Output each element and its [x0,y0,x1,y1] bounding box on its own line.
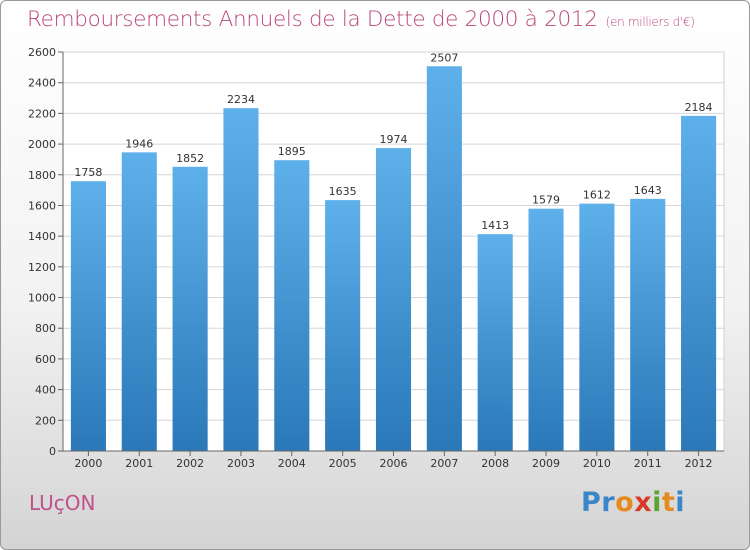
bars: 1758 1946 1852 2234 1895 1635 1974 2507 1413 1579… [70,51,717,452]
logo-letter: i [675,487,686,518]
logo-letter: t [661,487,676,518]
x-tick-label: 2010 [583,457,611,470]
logo-letter: o [615,487,635,518]
y-axis: 0 200 400 600 800 1000 1200 1400 1600 1800 2000 220… [28,46,64,458]
y-tick-label: 2400 [28,77,56,90]
y-tick-label: 2000 [28,138,56,151]
x-tick-label: 2001 [125,457,153,470]
commune-name: LUçON [29,491,96,515]
data-label: 2507 [430,51,458,64]
logo-letter: r [601,487,616,518]
y-tick-label: 800 [35,322,56,335]
data-label: 1413 [481,219,509,232]
x-axis: 2000 2001 2002 2003 2004 2005 2006 2007 2008 2009… [63,450,724,470]
x-tick-label: 2000 [74,457,102,470]
y-tick-label: 400 [35,384,56,397]
data-label: 1579 [532,194,560,207]
bar [579,203,615,451]
data-label: 1758 [74,166,102,179]
proxiti-logo: Proxiti [581,487,685,518]
data-label: 1643 [634,184,662,197]
y-tick-label: 1600 [28,199,56,212]
data-label: 2184 [685,101,713,114]
x-tick-label: 2002 [176,457,204,470]
data-label: 2234 [227,93,255,106]
bar [681,115,717,451]
y-tick-label: 0 [49,445,56,458]
logo-letter: P [581,487,602,518]
y-tick-label: 200 [35,414,56,427]
x-tick-label: 2005 [329,457,357,470]
chart-title-text: Remboursements Annuels de la Dette de 20… [27,7,598,32]
bar [223,108,259,451]
x-tick-label: 2004 [278,457,306,470]
y-tick-label: 1800 [28,169,56,182]
chart-unit: (en milliers d'€) [605,15,695,29]
bar [630,198,666,451]
x-tick-label: 2006 [380,457,408,470]
chart-title: Remboursements Annuels de la Dette de 20… [27,7,695,32]
data-label: 1852 [176,152,204,165]
x-tick-label: 2007 [430,457,458,470]
y-tick-label: 1200 [28,261,56,274]
y-tick-label: 2200 [28,107,56,120]
x-tick-label: 2003 [227,457,255,470]
bar [375,148,412,451]
bar [172,166,208,451]
data-label: 1895 [278,145,306,158]
y-tick-label: 2600 [28,46,56,59]
bar [528,208,564,451]
data-label: 1635 [329,185,357,198]
data-label: 1974 [380,133,408,146]
y-tick-label: 1000 [28,292,56,305]
x-tick-label: 2009 [532,457,560,470]
x-tick-label: 2011 [634,457,662,470]
x-tick-label: 2008 [481,457,509,470]
bar [477,234,513,451]
y-tick-label: 600 [35,353,56,366]
bar [121,152,157,452]
bar [325,200,361,451]
data-label: 1612 [583,189,611,202]
logo-letter: x [634,487,653,518]
x-tick-label: 2012 [685,457,713,470]
data-label: 1946 [125,137,153,150]
bar [274,160,310,452]
bar [70,181,106,452]
bar [426,66,462,452]
logo-letter: i [652,487,662,518]
y-tick-label: 1400 [28,230,56,243]
